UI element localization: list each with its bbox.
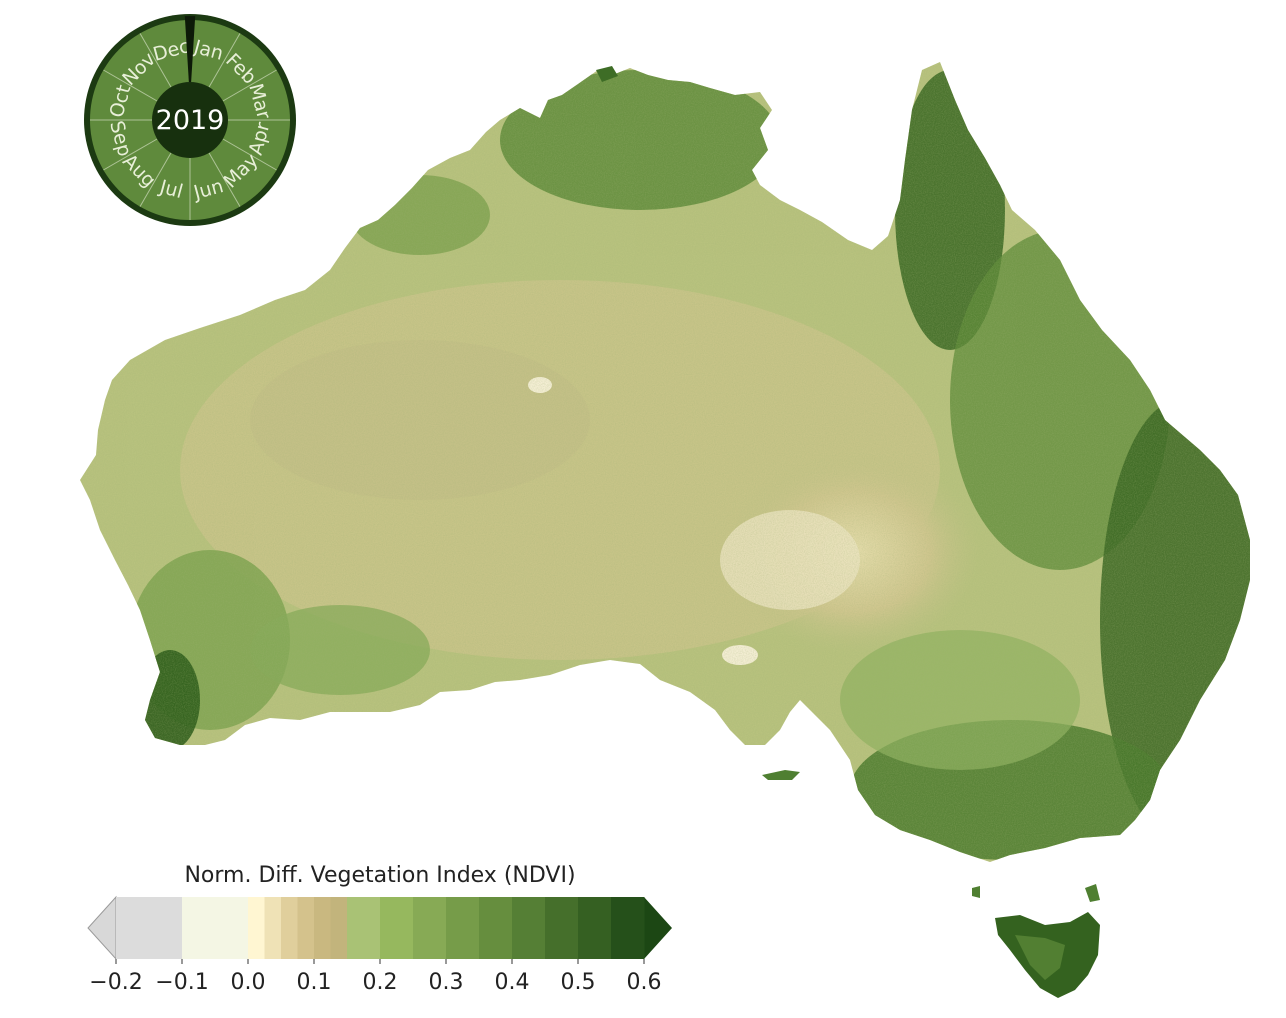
colorbar-bin-5 [297,897,315,959]
colorbar-bin-12 [479,897,513,959]
dial-divider [103,138,158,171]
colorbar-bin-0 [116,897,183,959]
kangaroo-island [762,770,800,780]
dial-divider [103,69,158,102]
colorbar-bin-4 [281,897,298,959]
colorbar-bin-1 [182,897,249,959]
dial-divider [139,33,172,88]
ndvi-colorbar: Norm. Diff. Vegetation Index (NDVI) −0.2… [87,863,672,995]
colorbar-tick-label: 0.3 [429,970,464,995]
dial-divider [222,138,277,171]
colorbar-bin-3 [264,897,282,959]
colorbar-bin-14 [545,897,579,959]
colorbar-bin-15 [578,897,612,959]
tasmania [995,912,1100,998]
flinders-island [1085,884,1100,902]
colorbar-tick-label: 0.2 [363,970,398,995]
colorbar-bin-10 [413,897,447,959]
colorbar-bin-11 [446,897,480,959]
dial-current-pointer [184,16,196,83]
colorbar-bin-7 [330,897,348,959]
colorbar-title: Norm. Diff. Vegetation Index (NDVI) [184,863,575,888]
dial-divider [208,152,241,207]
colorbar-tick-label: 0.6 [627,970,662,995]
colorbar-tick-label: 0.0 [231,970,266,995]
colorbar-bin-8 [347,897,381,959]
colorbar-tick-label: 0.5 [561,970,596,995]
dial-divider [222,69,277,102]
colorbar-bin-13 [512,897,546,959]
colorbar-tick-label: −0.1 [155,970,208,995]
dial-center [152,82,228,158]
colorbar-bin-6 [314,897,331,959]
king-island [972,886,980,898]
colorbar-tick-label: −0.2 [89,970,142,995]
tasmania-inland [1015,935,1065,980]
year-label: 2019 [156,105,225,136]
dial-divider [208,33,241,88]
colorbar-bin-16 [611,897,645,959]
colorbar-tick-label: 0.4 [495,970,530,995]
colorbar-extend-over [644,897,672,959]
melville-island [596,66,618,82]
colorbar-bin-9 [380,897,414,959]
colorbar-bin-2 [248,897,265,959]
dial-divider [139,152,172,207]
colorbar-extend-under [87,895,117,961]
colorbar-tick-label: 0.1 [297,970,332,995]
